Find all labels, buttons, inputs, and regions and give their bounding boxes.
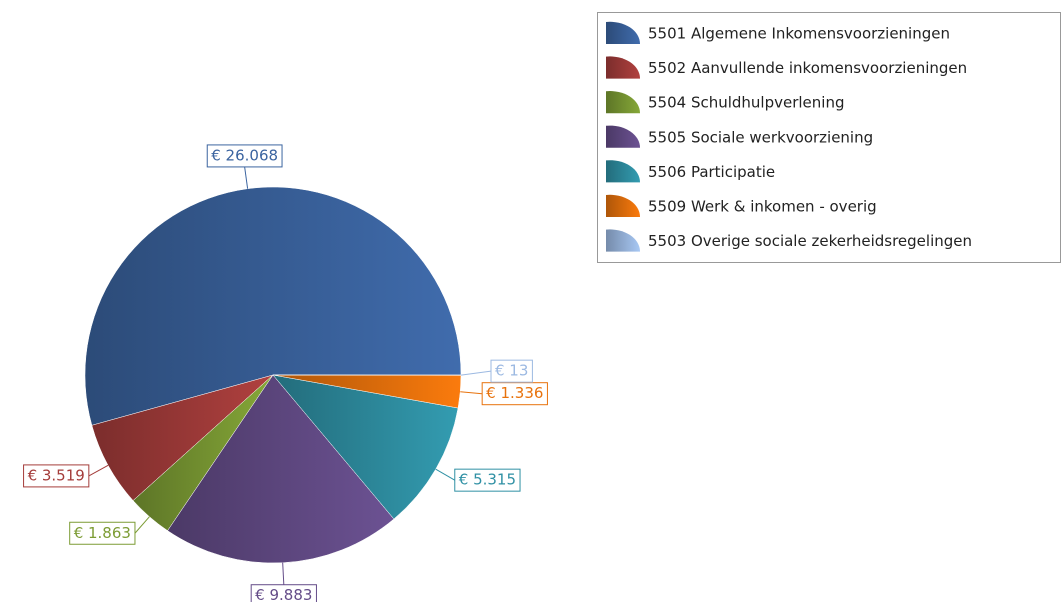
- value-label-box: [23, 464, 90, 488]
- pie-slice: [167, 374, 395, 564]
- value-label-box: [490, 359, 533, 383]
- value-label: € 3.519: [28, 466, 85, 484]
- value-label: € 13: [495, 362, 528, 380]
- leader-line: [244, 166, 249, 189]
- value-label-box: [69, 521, 136, 545]
- value-label-box: [250, 584, 317, 602]
- legend-label: 5503 Overige sociale zekerheidsregelinge…: [648, 232, 972, 250]
- pie-slice: [84, 186, 462, 426]
- legend-label: 5501 Algemene Inkomensvoorzieningen: [648, 25, 950, 43]
- leader-line: [435, 468, 456, 481]
- value-label: € 5.315: [459, 471, 516, 489]
- legend-label: 5502 Aanvullende inkomensvoorzieningen: [648, 59, 967, 77]
- pie-slice: [272, 374, 459, 520]
- leader-line: [460, 391, 483, 395]
- value-label: € 1.863: [74, 524, 131, 542]
- legend-label: 5505 Sociale werkvoorziening: [648, 128, 873, 146]
- value-label-box: [481, 382, 548, 406]
- value-label: € 9.883: [255, 586, 312, 602]
- legend-label: 5509 Werk & inkomen - overig: [648, 198, 877, 216]
- value-label-box: [206, 144, 283, 168]
- legend-swatch: [606, 229, 641, 252]
- legend-label: 5506 Participatie: [648, 163, 775, 181]
- leader-line: [460, 370, 492, 376]
- legend-swatch: [606, 56, 641, 79]
- leader-line: [134, 516, 150, 534]
- legend-swatch: [606, 21, 641, 44]
- legend-swatch: [606, 194, 641, 217]
- value-label: € 1.336: [486, 384, 543, 402]
- legend-label: 5504 Schuldhulpverlening: [648, 94, 845, 112]
- value-label: € 26.068: [211, 146, 278, 164]
- legend-swatch: [606, 160, 641, 183]
- leader-line: [88, 464, 109, 477]
- legend-swatch: [606, 91, 641, 114]
- value-label-box: [454, 468, 521, 492]
- leader-line: [282, 562, 285, 585]
- legend-box: [597, 12, 1061, 263]
- legend-swatch: [606, 125, 641, 148]
